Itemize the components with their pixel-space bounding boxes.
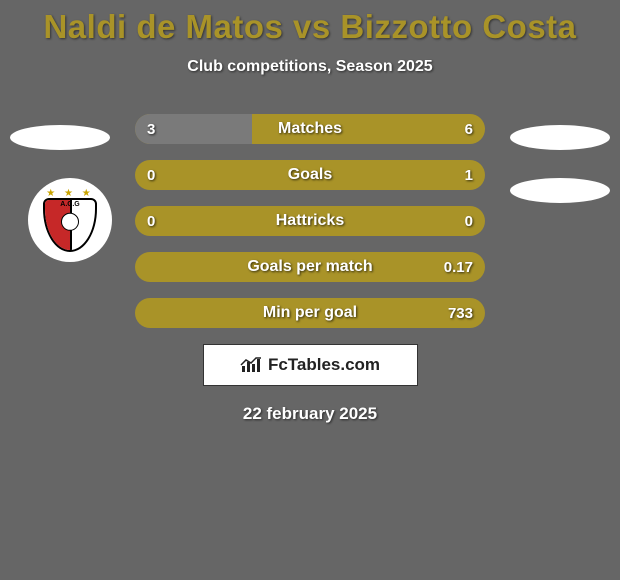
brand-box[interactable]: FcTables.com bbox=[203, 344, 418, 386]
crest-text: A.C.G bbox=[43, 201, 97, 208]
stat-label: Goals bbox=[135, 160, 485, 190]
stat-row: 00Hattricks bbox=[135, 206, 485, 236]
crest-ball-icon bbox=[61, 213, 79, 231]
stat-row: 0.17Goals per match bbox=[135, 252, 485, 282]
subtitle: Club competitions, Season 2025 bbox=[0, 58, 620, 76]
brand-chart-icon bbox=[240, 356, 262, 374]
page-title: Naldi de Matos vs Bizzotto Costa bbox=[0, 0, 620, 46]
stat-label: Goals per match bbox=[135, 252, 485, 282]
date: 22 february 2025 bbox=[0, 404, 620, 424]
stat-row: 36Matches bbox=[135, 114, 485, 144]
stat-label: Hattricks bbox=[135, 206, 485, 236]
stat-label: Min per goal bbox=[135, 298, 485, 328]
stat-label: Matches bbox=[135, 114, 485, 144]
stat-row: 01Goals bbox=[135, 160, 485, 190]
brand-text: FcTables.com bbox=[268, 355, 380, 375]
stat-row: 733Min per goal bbox=[135, 298, 485, 328]
stats-area: 36Matches 01Goals 00Hattricks 0.17Goals per… bbox=[0, 114, 620, 328]
